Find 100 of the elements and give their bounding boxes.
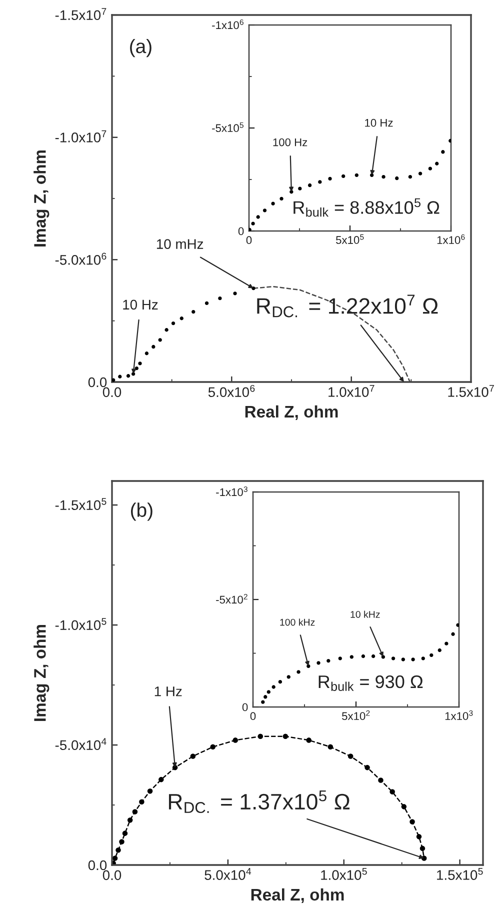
point [418,172,422,176]
x-tick-label: 0.0 [102,387,122,398]
point [328,176,332,181]
x-axis-title: Real Z, ohm [245,405,338,420]
point [122,830,128,836]
y-tick-label: -5.0x10$^{4}$ [55,738,106,750]
point [338,656,342,660]
x-tick-label: 0.0 [102,870,122,880]
point [210,744,216,750]
point [382,174,386,179]
y-axis-title: Imag Z, ohm [34,624,50,721]
y-tick-label: -1x10$^{6}$ [212,19,244,30]
annotation: 10 kHz [350,610,380,618]
y-tick-label: -1.0x10$^{5}$ [55,618,106,630]
point [119,839,124,844]
point [451,632,455,636]
point [126,374,130,378]
annotation: 10 Hz [365,118,393,127]
point [264,695,268,699]
annotation: (b) [131,502,152,521]
y-tick-label: -5x10$^{5}$ [212,122,244,132]
point [280,196,284,200]
annotation: 1 Hz [154,686,182,696]
x-tick-label: 5.0x10$^{4}$ [204,868,252,880]
y-tick-label: -1.5x10$^{7}$ [55,8,106,20]
point [158,776,164,782]
point [134,366,138,370]
point [326,658,330,663]
point [348,754,354,759]
point [420,846,426,852]
x-axis-title: Real Z, ohm [251,888,344,904]
point [308,183,312,188]
point [258,734,264,739]
x-tick-label: 1.0x10$^{5}$ [321,868,367,880]
y-tick-label: 0 [242,703,248,712]
point [441,150,445,154]
point [401,804,407,810]
point [256,215,260,219]
point [318,180,322,184]
point [428,166,432,170]
point [401,658,406,662]
annotation: R$_{DC.}$ = 1.37x10$^{5}$ Ω [168,790,350,814]
point [350,655,354,659]
point [251,222,255,226]
point [371,654,376,658]
point [316,661,320,665]
annotation: 10 Hz [123,300,158,310]
point [139,799,144,805]
point [421,656,425,660]
point [444,642,448,646]
y-tick-label: 0.0 [88,860,107,870]
point [118,374,122,378]
x-tick-label: 0 [250,712,256,720]
y-tick-label: -5.0x10$^{6}$ [55,252,106,265]
point [112,378,116,382]
point [390,789,395,794]
annotation: R$_{DC.}$ = 1.22x10$^{7}$ Ω [257,294,438,318]
point [341,174,346,178]
point [261,700,265,704]
annotation: 10 mHz [156,239,204,249]
annotation: (a) [130,38,152,58]
x-tick-label: 1x10$^{6}$ [437,234,465,244]
y-tick-label: -1.0x10$^{7}$ [55,130,106,142]
x-tick-label: 1.0x10$^{7}$ [328,384,374,397]
x-tick-label: 1x10$^{3}$ [445,710,473,720]
point [354,173,359,178]
point [190,754,196,759]
point [296,670,300,674]
point [147,788,153,794]
annotation: 100 Hz [273,138,308,146]
x-tick-label: 1.5x10$^{5}$ [437,868,483,880]
point [282,734,288,739]
point [112,856,118,861]
point [410,819,415,824]
point [266,690,270,694]
point [278,680,282,684]
annotation: R$_{bulk}$ = 930 Ω [318,675,423,691]
annotation: 100 kHz [280,618,315,626]
x-tick-label: 5x10$^{5}$ [336,234,364,244]
point [456,623,459,627]
x-tick-label: 5x10$^{2}$ [342,710,370,720]
y-tick-label: -1.5x10$^{5}$ [55,498,106,510]
point [232,738,238,743]
point [116,847,121,853]
point [262,208,267,212]
y-axis-title: Imag Z, ohm [34,150,50,246]
point [364,764,370,770]
point [298,186,302,190]
point [192,310,196,314]
point [204,301,209,306]
y-tick-label: 0 [238,227,244,236]
point [430,653,434,658]
point [391,656,396,660]
y-tick-label: -5x10$^{2}$ [216,594,248,604]
point [132,809,138,814]
point [416,834,422,840]
point [171,321,176,326]
point [328,744,334,750]
point [144,352,149,356]
y-tick-label: 0.0 [88,377,107,388]
